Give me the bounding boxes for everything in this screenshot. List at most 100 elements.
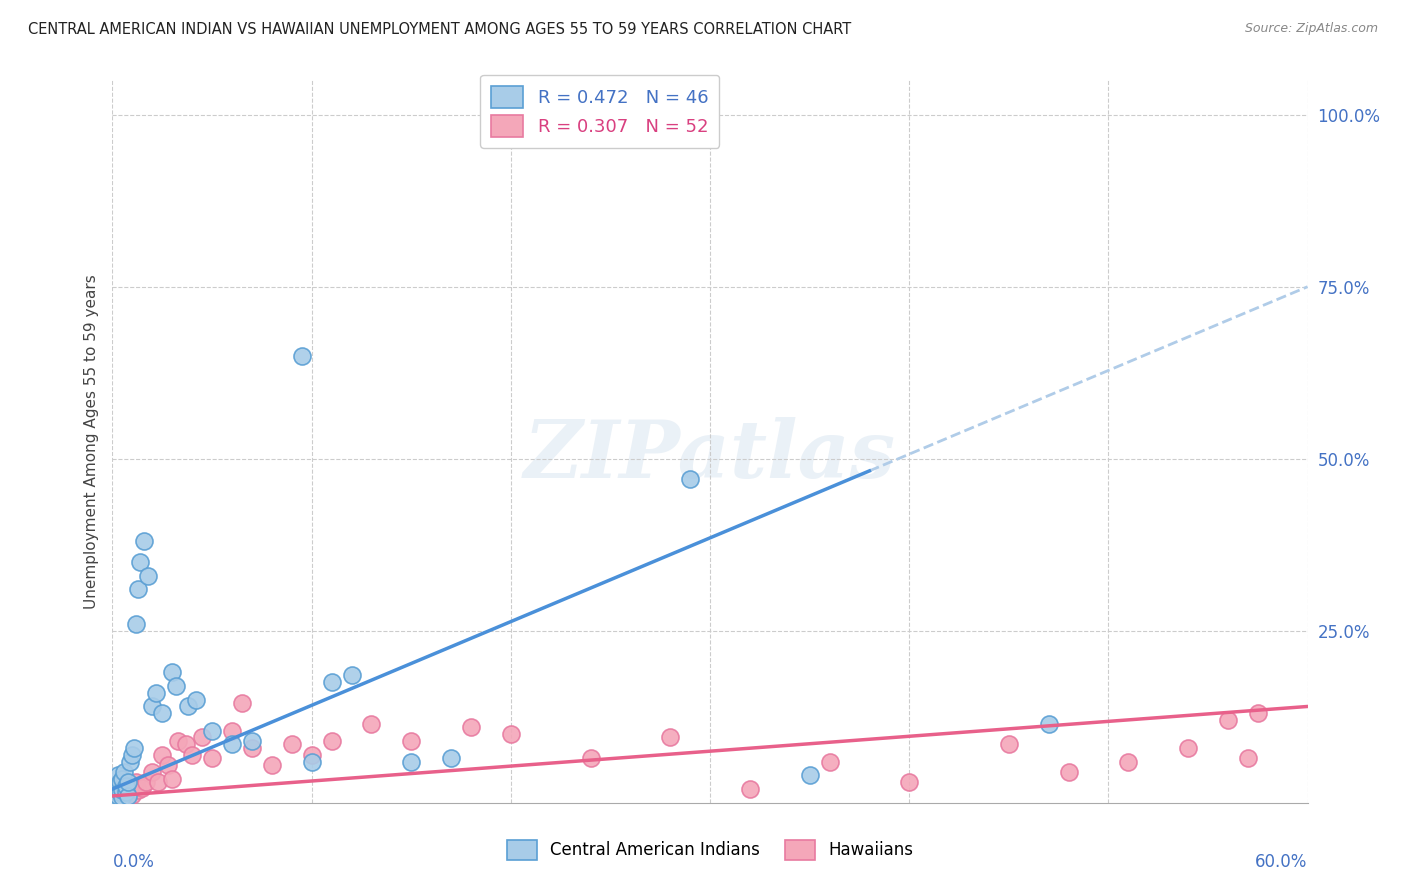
Point <box>135 775 157 789</box>
Point <box>103 782 125 797</box>
Point <box>138 568 160 582</box>
Point <box>110 783 132 797</box>
Point <box>150 747 173 762</box>
Text: 0.0%: 0.0% <box>112 854 155 871</box>
Point <box>291 349 314 363</box>
Point <box>201 751 224 765</box>
Point <box>110 775 132 789</box>
Legend: Central American Indians, Hawaiians: Central American Indians, Hawaiians <box>501 833 920 867</box>
Point <box>1216 713 1239 727</box>
Point <box>1177 740 1199 755</box>
Point <box>177 699 200 714</box>
Point <box>165 679 187 693</box>
Text: ZIPatlas: ZIPatlas <box>524 417 896 495</box>
Point <box>107 768 129 782</box>
Point <box>1237 751 1260 765</box>
Point <box>111 789 134 803</box>
Point <box>115 779 138 793</box>
Point <box>121 747 143 762</box>
Point <box>141 764 163 779</box>
Point <box>141 699 163 714</box>
Point <box>186 692 208 706</box>
Point <box>125 775 148 789</box>
Point <box>301 747 323 762</box>
Point <box>115 785 138 799</box>
Point <box>103 792 125 806</box>
Point <box>117 782 139 797</box>
Point <box>110 785 132 799</box>
Point <box>148 775 170 789</box>
Point <box>121 788 143 802</box>
Point <box>111 790 134 805</box>
Point <box>240 734 263 748</box>
Point <box>134 534 156 549</box>
Point <box>105 779 128 793</box>
Point <box>103 789 125 803</box>
Point <box>231 696 253 710</box>
Point <box>898 775 921 789</box>
Point <box>1057 764 1080 779</box>
Point <box>107 788 129 802</box>
Point <box>157 758 180 772</box>
Point <box>301 755 323 769</box>
Point <box>127 582 149 597</box>
Point <box>105 790 128 805</box>
Point <box>162 665 183 679</box>
Point <box>103 792 125 806</box>
Point <box>162 772 183 786</box>
Text: Source: ZipAtlas.com: Source: ZipAtlas.com <box>1244 22 1378 36</box>
Text: 60.0%: 60.0% <box>1256 854 1308 871</box>
Point <box>124 740 146 755</box>
Point <box>221 723 243 738</box>
Point <box>360 716 382 731</box>
Point <box>579 751 602 765</box>
Point <box>799 768 821 782</box>
Point <box>321 675 343 690</box>
Point <box>120 755 142 769</box>
Point <box>174 737 197 751</box>
Point <box>105 782 128 797</box>
Point <box>150 706 173 721</box>
Point <box>107 789 129 803</box>
Text: CENTRAL AMERICAN INDIAN VS HAWAIIAN UNEMPLOYMENT AMONG AGES 55 TO 59 YEARS CORRE: CENTRAL AMERICAN INDIAN VS HAWAIIAN UNEM… <box>28 22 852 37</box>
Point <box>440 751 463 765</box>
Point <box>401 734 423 748</box>
Point <box>103 785 125 799</box>
Point <box>1247 706 1270 721</box>
Point <box>321 734 343 748</box>
Point <box>107 782 129 797</box>
Point <box>679 472 702 486</box>
Point <box>117 775 139 789</box>
Point <box>260 758 283 772</box>
Point <box>167 734 190 748</box>
Point <box>998 737 1021 751</box>
Point <box>401 755 423 769</box>
Point <box>201 723 224 738</box>
Point <box>240 740 263 755</box>
Point <box>114 764 135 779</box>
Point <box>110 792 132 806</box>
Point <box>499 727 522 741</box>
Point <box>105 785 128 799</box>
Point <box>111 779 134 793</box>
Point <box>115 790 138 805</box>
Point <box>659 731 682 745</box>
Point <box>738 782 761 797</box>
Point <box>340 668 363 682</box>
Point <box>111 772 134 786</box>
Point <box>124 779 146 793</box>
Point <box>125 616 148 631</box>
Point <box>1038 716 1060 731</box>
Point <box>818 755 841 769</box>
Point <box>460 720 482 734</box>
Point <box>145 686 167 700</box>
Point <box>105 792 128 806</box>
Point <box>117 789 139 803</box>
Point <box>111 783 134 797</box>
Point <box>1118 755 1140 769</box>
Point <box>281 737 304 751</box>
Point <box>120 785 142 799</box>
Y-axis label: Unemployment Among Ages 55 to 59 years: Unemployment Among Ages 55 to 59 years <box>83 274 98 609</box>
Point <box>191 731 214 745</box>
Point <box>114 785 135 799</box>
